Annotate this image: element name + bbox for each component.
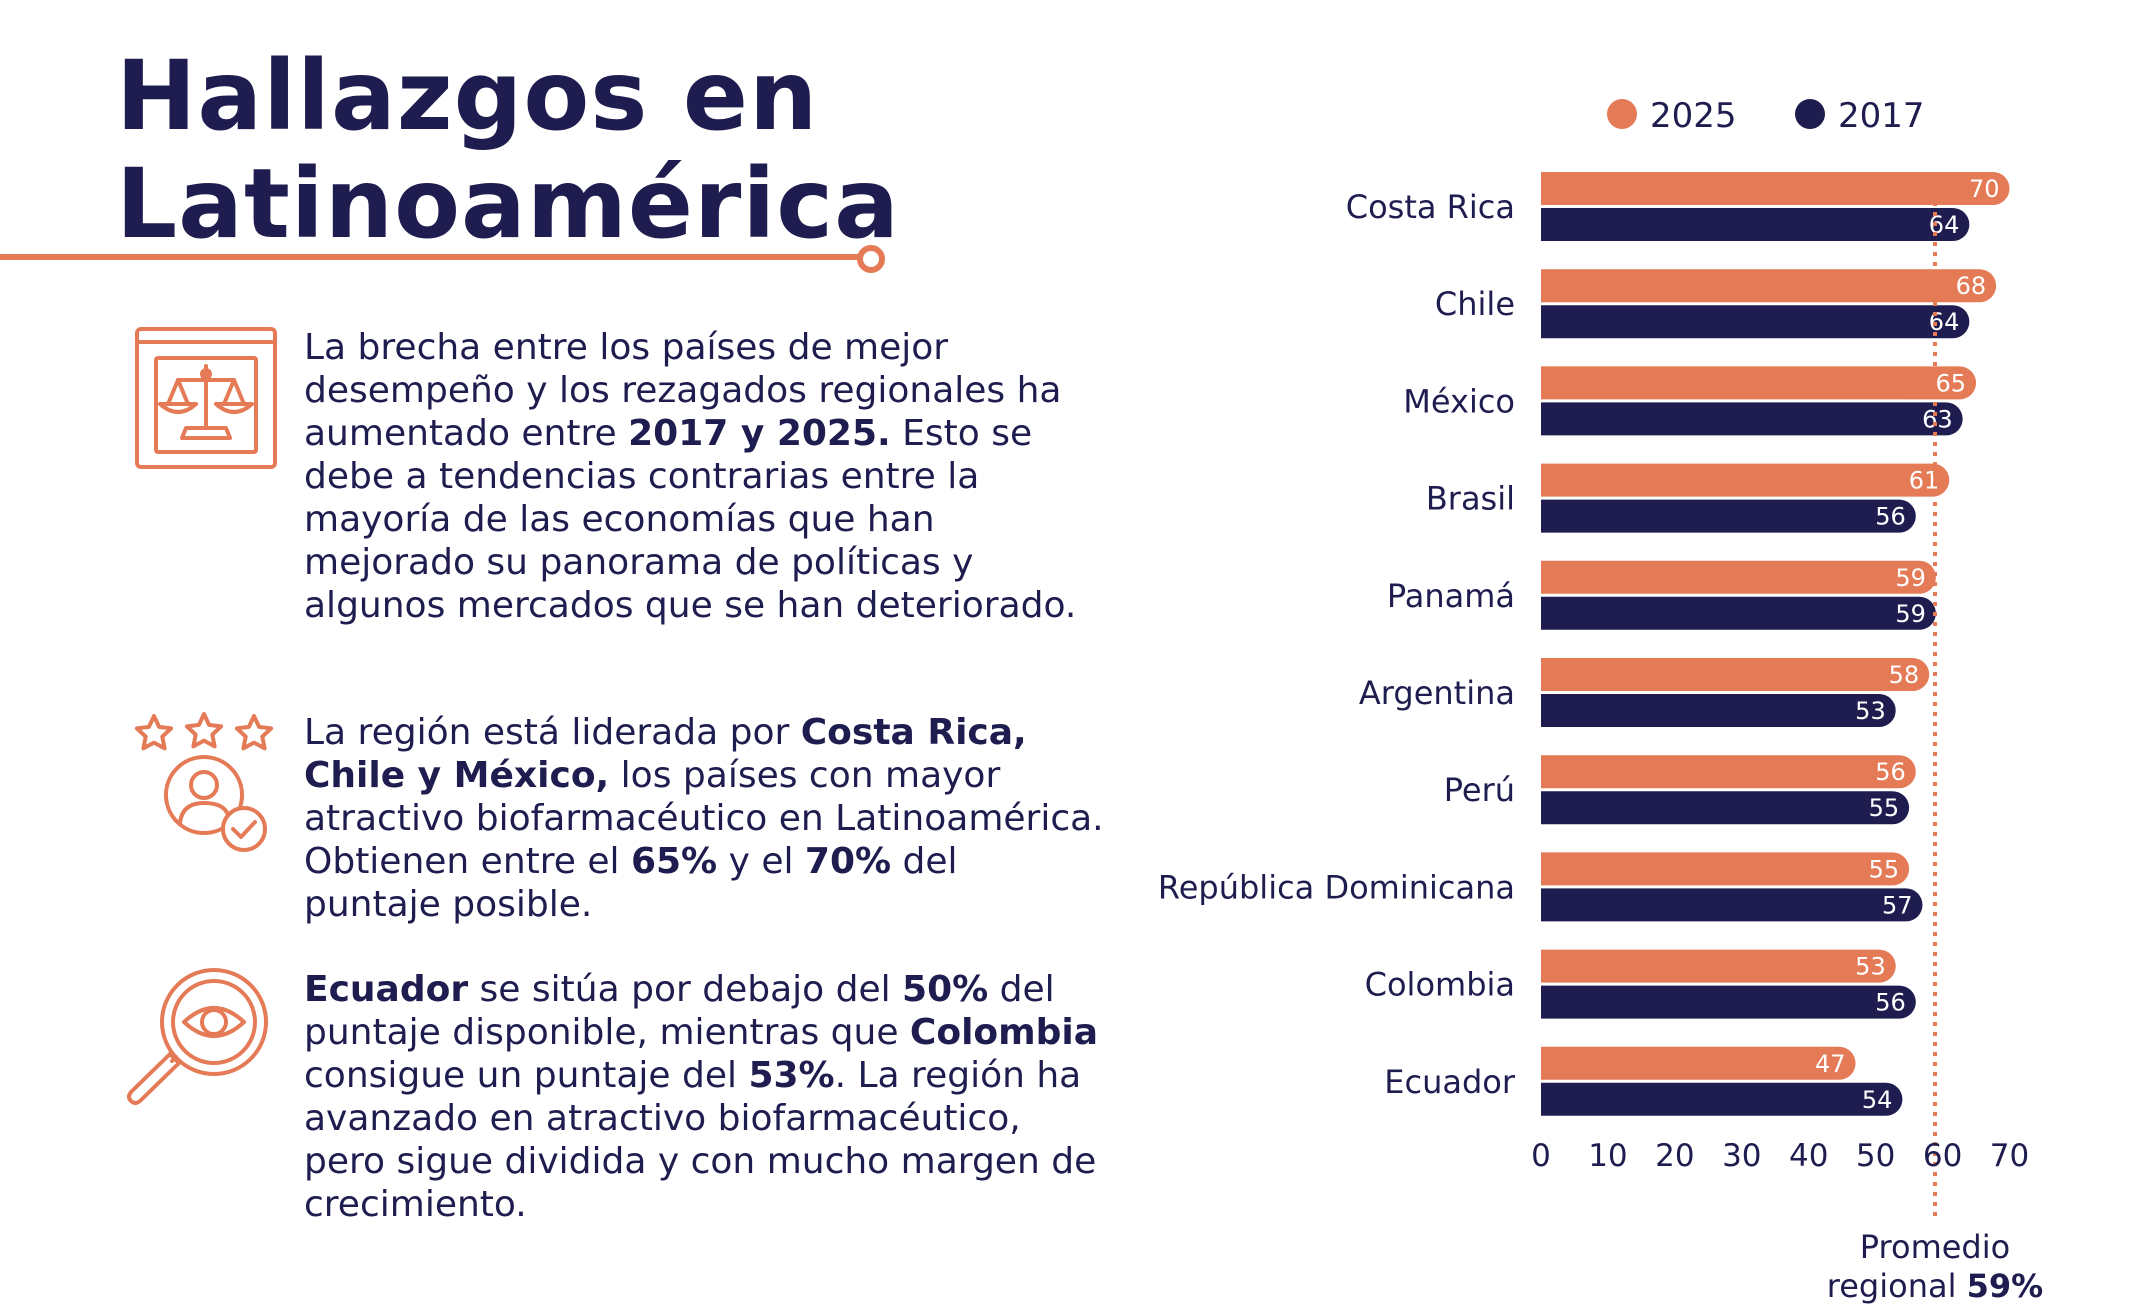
bar-2017 [1541, 596, 1936, 630]
bar-2017 [1541, 402, 1963, 436]
regional-average-prefix: regional [1827, 1267, 1967, 1304]
text-segment: 50% [902, 969, 989, 1010]
text-segment: Colombia [909, 1012, 1099, 1053]
bar-value-label: 55 [1869, 855, 1900, 883]
finding-gap-text: La brecha entre los países de mejor dese… [304, 326, 1104, 627]
text-segment: La región está liderada por [304, 712, 801, 753]
bar-2017 [1541, 208, 1970, 241]
bar-2017 [1541, 888, 1923, 922]
title-line-1: Hallazgos en [116, 40, 819, 152]
magnifier-eye-icon [127, 968, 268, 1105]
x-tick-label: 40 [1789, 1138, 1828, 1174]
text-segment: del puntaje posible. [304, 841, 958, 925]
title-line-2: Latinoamérica [116, 148, 900, 260]
title-underline-end-dot [857, 245, 885, 273]
regional-average-value: 59% [1967, 1267, 2044, 1304]
text-segment: . La región ha avanzado en atractivo bio… [304, 1055, 1097, 1225]
bar-2025 [1541, 172, 2010, 205]
bar-value-label: 68 [1956, 272, 1987, 300]
bar-2025 [1541, 1046, 1856, 1080]
category-label: Panamá [1387, 577, 1515, 615]
finding-ecuador-colombia-text: Ecuador se sitúa por debajo del 50% del … [304, 968, 1104, 1226]
category-label: Chile [1435, 285, 1515, 323]
bar-value-label: 54 [1862, 1086, 1893, 1114]
bar-value-label: 61 [1909, 467, 1940, 495]
bar-2025 [1541, 463, 1950, 497]
text-segment: Ecuador [304, 969, 469, 1010]
x-tick-label: 50 [1856, 1138, 1895, 1174]
category-label: México [1403, 382, 1515, 420]
category-label: Colombia [1365, 966, 1515, 1004]
category-label: Ecuador [1384, 1063, 1516, 1101]
bar-value-label: 53 [1855, 953, 1886, 981]
bar-2017 [1541, 694, 1896, 727]
bar-2017 [1541, 791, 1910, 825]
x-tick-label: 60 [1923, 1138, 1962, 1174]
bar-2025 [1541, 755, 1916, 789]
category-label: Brasil [1426, 480, 1515, 518]
bar-value-label: 65 [1935, 369, 1966, 397]
title-underline [0, 254, 868, 260]
text-segment: 70% [804, 841, 892, 882]
scale-icon [135, 327, 277, 469]
stars-user-check-icon [134, 712, 274, 852]
x-tick-label: 70 [1990, 1138, 2029, 1174]
x-tick-label: 0 [1531, 1138, 1551, 1174]
x-tick-label: 30 [1722, 1138, 1761, 1174]
legend-label-2025: 2025 [1650, 96, 1737, 136]
text-segment: se sitúa por debajo del [468, 969, 903, 1010]
bar-2025 [1541, 560, 1936, 594]
legend-marker-2025 [1607, 99, 1637, 129]
category-label: Perú [1444, 771, 1515, 809]
text-segment: y el [717, 841, 805, 882]
text-segment: 53% [748, 1055, 835, 1096]
finding-leaders-text: La región está liderada por Costa Rica, … [304, 711, 1104, 926]
x-tick-label: 10 [1588, 1138, 1627, 1174]
bar-2025 [1541, 658, 1930, 691]
legend-marker-2017 [1795, 99, 1825, 129]
category-label: Argentina [1359, 674, 1515, 712]
bar-2017 [1541, 1082, 1903, 1116]
bar-value-label: 56 [1875, 503, 1906, 531]
bar-value-label: 56 [1875, 758, 1906, 786]
bar-2025 [1541, 269, 1997, 303]
bar-value-label: 53 [1855, 697, 1886, 725]
bar-2025 [1541, 949, 1896, 983]
bar-value-label: 59 [1895, 600, 1926, 628]
legend-label-2017: 2017 [1838, 96, 1925, 136]
text-segment: La brecha entre los países de mejor dese… [304, 327, 1062, 454]
text-segment: del puntaje disponible, mientras que [304, 969, 1055, 1053]
bar-value-label: 58 [1889, 661, 1920, 689]
bar-2017 [1541, 305, 1970, 339]
category-label: República Dominicana [1158, 868, 1515, 906]
x-tick-label: 20 [1655, 1138, 1694, 1174]
text-segment: 2017 y 2025. [628, 413, 891, 454]
regional-average-label-line1: Promedio [1860, 1228, 2010, 1266]
bar-2017 [1541, 499, 1916, 533]
bar-value-label: 55 [1869, 794, 1900, 822]
bar-value-label: 59 [1895, 564, 1926, 592]
text-segment: Esto se debe a tendencias contrarias ent… [304, 413, 1077, 626]
regional-average-label-line2: regional 59% [1827, 1267, 2043, 1304]
bar-value-label: 57 [1882, 891, 1913, 919]
bar-2025 [1541, 852, 1910, 886]
text-segment: consigue un puntaje del [304, 1055, 749, 1096]
bar-value-label: 56 [1875, 989, 1906, 1017]
text-segment: los países con mayor atractivo biofarmac… [304, 755, 1104, 882]
text-segment: Costa Rica, Chile y México, [304, 712, 1027, 796]
bar-value-label: 70 [1969, 175, 2000, 203]
text-segment: 65% [630, 841, 718, 882]
category-label: Costa Rica [1346, 188, 1515, 226]
bar-2017 [1541, 985, 1916, 1019]
page-title: Hallazgos en Latinoamérica [116, 42, 900, 258]
bar-value-label: 63 [1922, 405, 1953, 433]
bar-2025 [1541, 366, 1977, 400]
bar-value-label: 47 [1815, 1050, 1846, 1078]
